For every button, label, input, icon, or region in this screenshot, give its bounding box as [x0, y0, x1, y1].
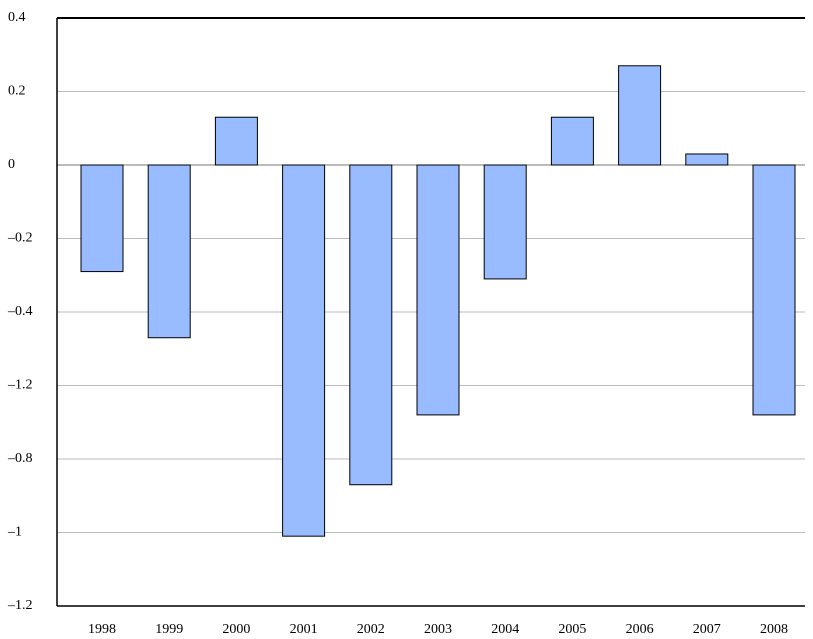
- y-tick-label: 0.2: [8, 84, 26, 99]
- y-tick-label: –1: [7, 525, 22, 540]
- y-tick-label: 0.4: [8, 10, 26, 25]
- bar: [80, 164, 124, 273]
- x-tick-label: 2007: [693, 622, 721, 637]
- bar: [618, 65, 662, 166]
- y-tick-label: –0.8: [7, 451, 33, 466]
- bar: [550, 116, 594, 166]
- x-tick-label: 2002: [357, 622, 385, 637]
- bar: [685, 153, 729, 166]
- bar: [416, 164, 460, 416]
- x-tick-label: 1998: [88, 622, 116, 637]
- bar: [349, 164, 393, 486]
- y-tick-label: –0.2: [7, 231, 33, 246]
- x-tick-label: 2000: [222, 622, 250, 637]
- bar: [752, 164, 796, 416]
- bar: [147, 164, 191, 339]
- bar: [214, 116, 258, 166]
- y-tick-label: –0.4: [7, 304, 33, 319]
- x-tick-label: 2003: [424, 622, 452, 637]
- x-tick-label: 2008: [760, 622, 788, 637]
- x-tick-label: 2006: [626, 622, 654, 637]
- x-tick-label: 1999: [155, 622, 183, 637]
- bar: [483, 164, 527, 280]
- y-tick-label: 0: [8, 157, 15, 172]
- x-tick-label: 2004: [491, 622, 519, 637]
- y-tick-label: –1.2: [7, 378, 33, 393]
- bar: [282, 164, 326, 537]
- x-tick-label: 2005: [558, 622, 586, 637]
- y-tick-label: –1.2: [7, 598, 33, 613]
- x-tick-label: 2001: [290, 622, 318, 637]
